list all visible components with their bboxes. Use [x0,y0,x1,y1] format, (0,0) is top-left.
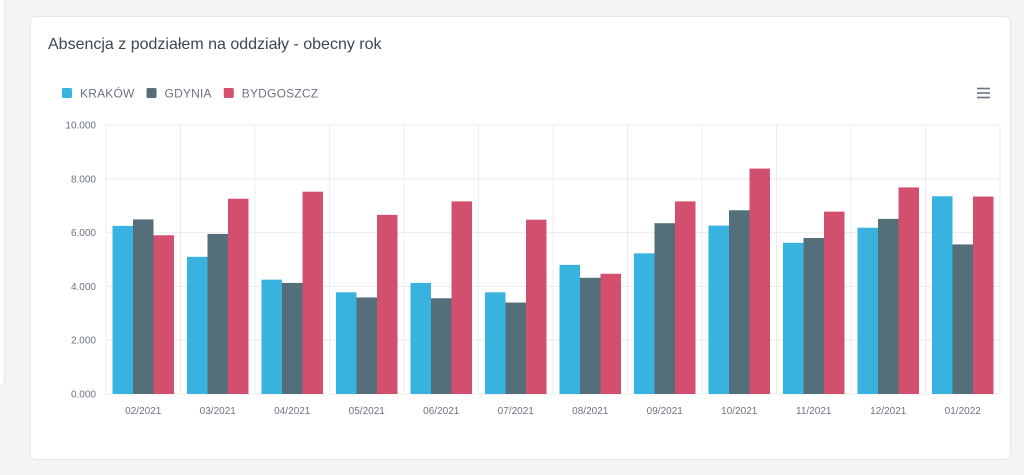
legend-marker-bydgoszcz [223,88,234,98]
bar-kraków[interactable] [485,292,506,394]
legend-label-kraków[interactable]: KRAKÓW [80,86,135,101]
bar-kraków[interactable] [559,264,581,394]
bar-bydgoszcz[interactable] [973,196,994,394]
y-tick-label: 4.000 [71,282,96,293]
y-axis: 0.000 2.000 4.000 6.000 8.000 10.000 [65,121,96,401]
legend-label-gdynia[interactable]: GDYNIA [165,87,212,101]
x-tick-label: 03/2021 [200,406,237,417]
bar-gdynia[interactable] [729,210,750,394]
bar-bydgoszcz[interactable] [228,198,249,394]
y-tick-label: 8.000 [71,174,96,185]
bar-gdynia[interactable] [133,219,154,394]
bar-kraków[interactable] [783,242,804,394]
chart-card: Absencja z podziałem na oddziały - obecn… [30,16,1011,460]
bar-bydgoszcz[interactable] [153,235,175,394]
bar-bydgoszcz[interactable] [302,191,324,394]
bar-kraków[interactable] [336,292,357,394]
bar-gdynia[interactable] [505,302,527,394]
legend-label-bydgoszcz[interactable]: BYDGOSZCZ [242,87,318,101]
bars [112,168,994,394]
bar-kraków[interactable] [261,279,283,394]
bar-bydgoszcz[interactable] [749,168,771,394]
bar-gdynia[interactable] [654,223,676,394]
bar-bydgoszcz[interactable] [675,201,696,394]
x-tick-label: 09/2021 [647,406,684,417]
adjacent-panel-edge [0,0,5,386]
bar-kraków[interactable] [634,253,655,394]
x-tick-label: 06/2021 [423,406,460,417]
x-tick-label: 05/2021 [349,406,386,417]
bar-kraków[interactable] [932,196,953,394]
bar-gdynia[interactable] [878,218,899,394]
x-tick-label: 04/2021 [274,406,311,417]
hamburger-menu-icon[interactable] [971,83,995,103]
x-tick-label: 11/2021 [796,406,832,417]
bar-bydgoszcz[interactable] [451,201,473,394]
y-tick-label: 10.000 [65,121,96,132]
bar-bydgoszcz[interactable] [898,187,920,394]
legend-marker-kraków [62,88,72,98]
legend: KRAKÓW GDYNIA BYDGOSZCZ [62,86,318,101]
grid-lines [105,124,1001,395]
bar-gdynia[interactable] [580,277,601,394]
bar-bydgoszcz[interactable] [824,211,845,394]
bar-gdynia[interactable] [282,282,303,394]
bar-gdynia[interactable] [431,298,452,394]
bar-bydgoszcz[interactable] [377,214,398,394]
y-tick-label: 2.000 [71,336,96,347]
bar-kraków[interactable] [857,227,879,394]
bar-gdynia[interactable] [356,297,378,394]
bar-kraków[interactable] [187,256,208,394]
bar-gdynia[interactable] [952,244,974,394]
x-tick-label: 12/2021 [870,406,907,417]
bar-bydgoszcz[interactable] [526,219,547,394]
chart-title: Absencja z podziałem na oddziały - obecn… [48,36,382,53]
bar-gdynia[interactable] [803,237,825,394]
bar-kraków[interactable] [708,225,730,394]
x-tick-label: 01/2022 [945,406,982,417]
x-tick-label: 08/2021 [572,406,609,417]
x-tick-label: 07/2021 [498,406,535,417]
legend-marker-gdynia [146,88,157,98]
x-axis: 02/2021 03/2021 04/2021 05/2021 06/2021 07/20… [125,406,981,417]
y-tick-label: 6.000 [71,228,96,239]
bar-bydgoszcz[interactable] [600,273,622,394]
bar-kraków[interactable] [112,225,134,394]
x-tick-label: 02/2021 [125,406,162,417]
y-tick-label: 0.000 [71,390,96,401]
x-tick-label: 10/2021 [721,406,758,417]
bar-gdynia[interactable] [207,233,229,394]
bar-kraków[interactable] [410,282,432,394]
